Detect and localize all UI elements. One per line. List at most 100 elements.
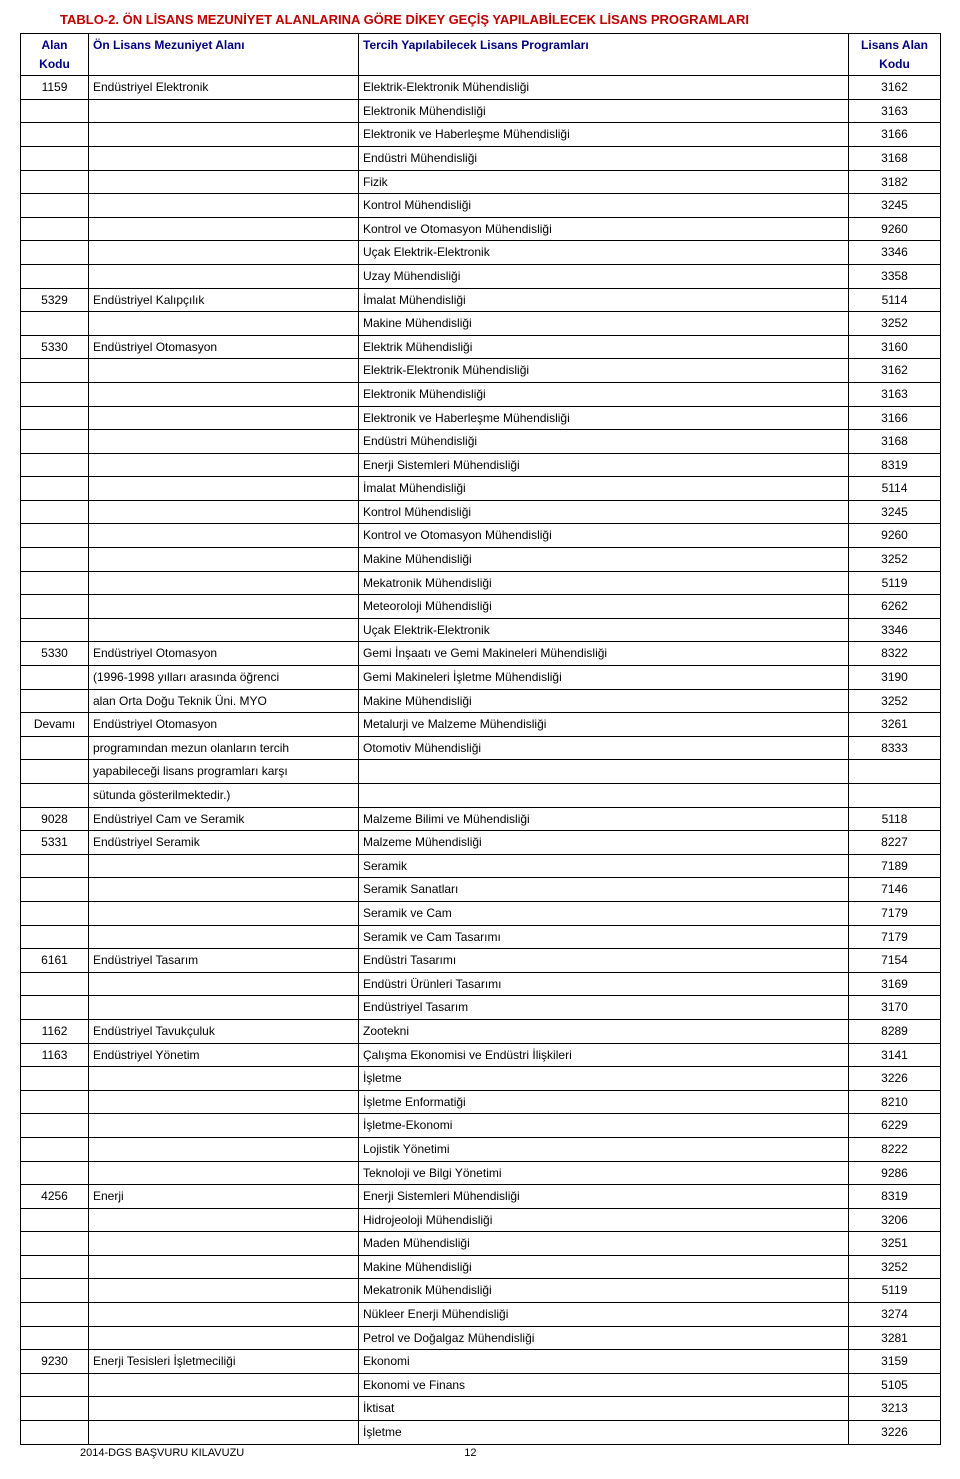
cell-mezuniyet: [89, 925, 359, 949]
cell-tercih: Endüstri Mühendisliği: [359, 430, 849, 454]
cell-lisans-kodu: 8222: [849, 1137, 941, 1161]
cell-alan-kodu: [21, 666, 89, 690]
cell-lisans-kodu: 3245: [849, 500, 941, 524]
cell-lisans-kodu: 3182: [849, 170, 941, 194]
col-header-lisans-kodu: Lisans Alan Kodu: [849, 34, 941, 76]
cell-alan-kodu: [21, 1255, 89, 1279]
cell-lisans-kodu: 3141: [849, 1043, 941, 1067]
cell-lisans-kodu: 8319: [849, 1185, 941, 1209]
cell-mezuniyet: [89, 453, 359, 477]
table-row: Elektronik ve Haberleşme Mühendisliği316…: [21, 406, 941, 430]
cell-lisans-kodu: 3245: [849, 194, 941, 218]
table-row: yapabileceği lisans programları karşı: [21, 760, 941, 784]
cell-alan-kodu: [21, 123, 89, 147]
cell-lisans-kodu: 3169: [849, 972, 941, 996]
cell-alan-kodu: [21, 1232, 89, 1256]
cell-mezuniyet: Enerji Tesisleri İşletmeciliği: [89, 1350, 359, 1374]
cell-lisans-kodu: [849, 784, 941, 808]
table-row: İşletme3226: [21, 1421, 941, 1445]
cell-mezuniyet: [89, 1114, 359, 1138]
cell-mezuniyet: [89, 1397, 359, 1421]
cell-alan-kodu: [21, 1326, 89, 1350]
cell-mezuniyet: [89, 878, 359, 902]
cell-alan-kodu: [21, 1303, 89, 1327]
cell-mezuniyet: [89, 406, 359, 430]
cell-tercih: Ekonomi ve Finans: [359, 1373, 849, 1397]
table-row: Elektronik ve Haberleşme Mühendisliği316…: [21, 123, 941, 147]
cell-lisans-kodu: 3226: [849, 1421, 941, 1445]
table-row: DevamıEndüstriyel OtomasyonMetalurji ve …: [21, 713, 941, 737]
table-row: Mekatronik Mühendisliği5119: [21, 1279, 941, 1303]
cell-tercih: İşletme Enformatiği: [359, 1090, 849, 1114]
cell-tercih: Endüstriyel Tasarım: [359, 996, 849, 1020]
table-row: Makine Mühendisliği3252: [21, 548, 941, 572]
cell-mezuniyet: [89, 1373, 359, 1397]
cell-mezuniyet: [89, 1279, 359, 1303]
cell-tercih: Enerji Sistemleri Mühendisliği: [359, 1185, 849, 1209]
cell-tercih: Mekatronik Mühendisliği: [359, 571, 849, 595]
page-title: TABLO-2. ÖN LİSANS MEZUNİYET ALANLARINA …: [60, 12, 940, 27]
cell-lisans-kodu: 3162: [849, 76, 941, 100]
cell-mezuniyet: [89, 123, 359, 147]
cell-tercih: Zootekni: [359, 1019, 849, 1043]
cell-mezuniyet: Endüstriyel Tasarım: [89, 949, 359, 973]
cell-alan-kodu: [21, 170, 89, 194]
table-row: Seramik7189: [21, 854, 941, 878]
cell-tercih: Fizik: [359, 170, 849, 194]
table-row: programından mezun olanların tercihOtomo…: [21, 736, 941, 760]
cell-alan-kodu: [21, 760, 89, 784]
cell-tercih: Meteoroloji Mühendisliği: [359, 595, 849, 619]
cell-lisans-kodu: 9260: [849, 524, 941, 548]
cell-alan-kodu: [21, 689, 89, 713]
table-row: Uzay Mühendisliği3358: [21, 264, 941, 288]
cell-lisans-kodu: 8289: [849, 1019, 941, 1043]
table-row: Elektronik Mühendisliği3163: [21, 99, 941, 123]
cell-mezuniyet: Endüstriyel Tavukçuluk: [89, 1019, 359, 1043]
cell-mezuniyet: [89, 901, 359, 925]
cell-tercih: Petrol ve Doğalgaz Mühendisliği: [359, 1326, 849, 1350]
cell-alan-kodu: [21, 1279, 89, 1303]
table-row: 5329Endüstriyel Kalıpçılıkİmalat Mühendi…: [21, 288, 941, 312]
cell-alan-kodu: [21, 1373, 89, 1397]
cell-mezuniyet: Endüstriyel Seramik: [89, 831, 359, 855]
cell-lisans-kodu: 7154: [849, 949, 941, 973]
cell-tercih: Ekonomi: [359, 1350, 849, 1374]
table-row: 1163Endüstriyel YönetimÇalışma Ekonomisi…: [21, 1043, 941, 1067]
cell-lisans-kodu: 3251: [849, 1232, 941, 1256]
cell-mezuniyet: programından mezun olanların tercih: [89, 736, 359, 760]
table-row: Kontrol ve Otomasyon Mühendisliği9260: [21, 217, 941, 241]
cell-alan-kodu: 1159: [21, 76, 89, 100]
cell-alan-kodu: 4256: [21, 1185, 89, 1209]
cell-mezuniyet: [89, 571, 359, 595]
cell-lisans-kodu: 5118: [849, 807, 941, 831]
cell-alan-kodu: 9230: [21, 1350, 89, 1374]
cell-alan-kodu: [21, 194, 89, 218]
table-row: Lojistik Yönetimi8222: [21, 1137, 941, 1161]
cell-alan-kodu: [21, 618, 89, 642]
cell-mezuniyet: [89, 854, 359, 878]
cell-mezuniyet: [89, 477, 359, 501]
cell-mezuniyet: [89, 217, 359, 241]
cell-alan-kodu: 5331: [21, 831, 89, 855]
table-row: Enerji Sistemleri Mühendisliği8319: [21, 453, 941, 477]
cell-alan-kodu: 1163: [21, 1043, 89, 1067]
cell-alan-kodu: [21, 382, 89, 406]
cell-lisans-kodu: 3252: [849, 312, 941, 336]
table-row: Teknoloji ve Bilgi Yönetimi9286: [21, 1161, 941, 1185]
cell-tercih: Lojistik Yönetimi: [359, 1137, 849, 1161]
cell-tercih: Kontrol ve Otomasyon Mühendisliği: [359, 524, 849, 548]
page: TABLO-2. ÖN LİSANS MEZUNİYET ALANLARINA …: [0, 0, 960, 1479]
cell-tercih: Kontrol ve Otomasyon Mühendisliği: [359, 217, 849, 241]
table-row: İmalat Mühendisliği5114: [21, 477, 941, 501]
cell-mezuniyet: Endüstriyel Cam ve Seramik: [89, 807, 359, 831]
cell-tercih: Kontrol Mühendisliği: [359, 500, 849, 524]
table-row: Seramik ve Cam Tasarımı7179: [21, 925, 941, 949]
table-row: Hidrojeoloji Mühendisliği3206: [21, 1208, 941, 1232]
cell-mezuniyet: [89, 1421, 359, 1445]
cell-tercih: Maden Mühendisliği: [359, 1232, 849, 1256]
cell-alan-kodu: [21, 925, 89, 949]
cell-alan-kodu: [21, 878, 89, 902]
cell-lisans-kodu: 3170: [849, 996, 941, 1020]
cell-lisans-kodu: 3252: [849, 689, 941, 713]
cell-alan-kodu: [21, 146, 89, 170]
